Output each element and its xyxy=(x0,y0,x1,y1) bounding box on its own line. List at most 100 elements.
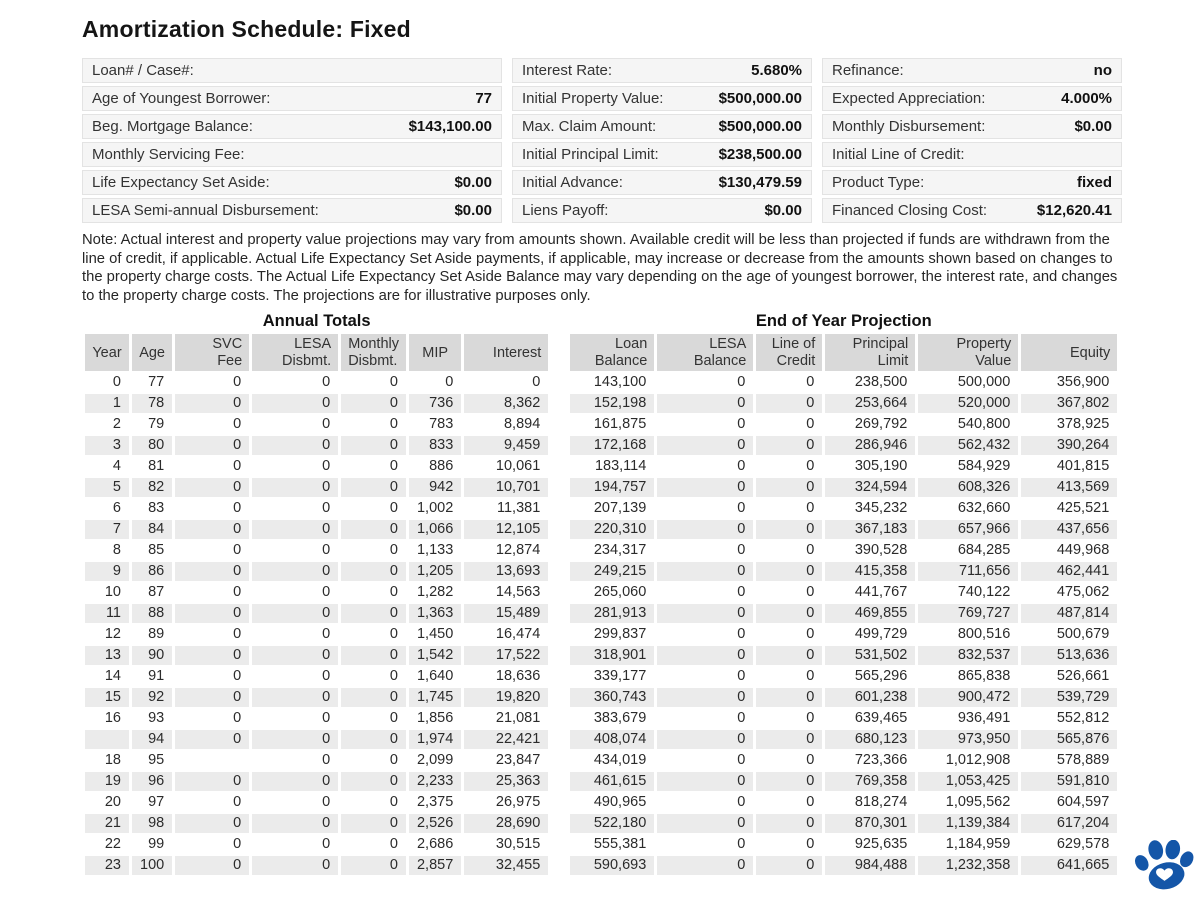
table-cell: 632,660 xyxy=(957,500,1011,517)
table-cell: 220,310 xyxy=(570,519,655,539)
column-gap xyxy=(551,856,567,875)
table-cell: 14,563 xyxy=(495,584,541,601)
table-cell: 90 xyxy=(132,645,173,665)
table-cell: 89 xyxy=(148,626,165,643)
table-cell: 19,820 xyxy=(464,687,549,707)
table-cell: 100 xyxy=(132,855,173,875)
table-cell: 0 xyxy=(657,813,754,833)
table-cell: 86 xyxy=(132,561,173,581)
table-cell: 0 xyxy=(233,542,242,559)
table-cell: 0 xyxy=(806,458,815,475)
table-cell: 0 xyxy=(532,374,541,391)
table-cell: 441,767 xyxy=(854,584,908,601)
table-cell: 383,679 xyxy=(593,710,647,727)
table-cell: 900,472 xyxy=(918,687,1019,707)
column-gap xyxy=(551,604,567,623)
table-cell: 0 xyxy=(737,374,746,391)
info-row: Beg. Mortgage Balance: $143,100.00 xyxy=(82,114,502,139)
column-gap xyxy=(551,667,567,686)
table-cell: 0 xyxy=(175,477,250,497)
table-cell: 0 xyxy=(233,710,242,727)
info-label: Initial Property Value: xyxy=(522,90,664,107)
table-cell: 11 xyxy=(85,603,129,623)
table-cell: 0 xyxy=(657,435,754,455)
table-cell: 0 xyxy=(322,584,331,601)
table-cell: 0 xyxy=(341,645,406,665)
table-cell: 30,515 xyxy=(495,836,541,853)
table-cell: 0 xyxy=(657,729,754,749)
info-value: no xyxy=(1093,62,1112,79)
table-cell: 2,375 xyxy=(416,794,454,811)
table-cell: 93 xyxy=(148,710,165,727)
table-cell: 2,857 xyxy=(408,855,462,875)
table-cell: 500,679 xyxy=(1056,626,1110,643)
table-cell: 783 xyxy=(429,416,454,433)
col-header: MIP xyxy=(408,334,462,371)
table-cell: 0 xyxy=(389,500,398,517)
table-cell: 84 xyxy=(132,519,173,539)
table-cell: 415,358 xyxy=(825,561,916,581)
table-cell: 500,000 xyxy=(957,374,1011,391)
info-value: $12,620.41 xyxy=(1036,202,1112,219)
table-cell: 0 xyxy=(175,687,250,707)
table-cell: 886 xyxy=(429,458,454,475)
table-cell: 0 xyxy=(252,729,339,749)
table-cell: 8 xyxy=(112,542,121,559)
table-cell: 0 xyxy=(737,584,746,601)
info-label: Monthly Disbursement: xyxy=(832,118,986,135)
table-cell: 0 xyxy=(341,393,406,413)
table-body: 0 77 0 0 0 0 0 143,100 0 0 238,500 500,000 356,900 1 7… xyxy=(85,373,1118,875)
column-gap xyxy=(551,709,567,728)
column-gap xyxy=(551,520,567,539)
table-cell: 1,232,358 xyxy=(918,855,1019,875)
table-cell: 0 xyxy=(756,855,823,875)
info-value: $143,100.00 xyxy=(408,118,492,135)
table-cell: 83 xyxy=(148,500,165,517)
table-cell: 684,285 xyxy=(957,542,1011,559)
table-cell: 449,968 xyxy=(1056,542,1110,559)
table-cell: 0 xyxy=(806,752,815,769)
table-cell: 2,099 xyxy=(416,752,454,769)
table-cell: 0 xyxy=(252,477,339,497)
table-cell: 526,661 xyxy=(1056,668,1110,685)
table-row: 5 82 0 0 0 942 10,701 194,757 0 0 324,594 608,326 41… xyxy=(85,477,1118,497)
table-cell: 0 xyxy=(806,626,815,643)
table-cell: 324,594 xyxy=(825,477,916,497)
table-row: 2 79 0 0 0 783 8,894 161,875 0 0 269,792 540,800 378… xyxy=(85,415,1117,434)
table-cell: 490,965 xyxy=(593,794,647,811)
table-cell: 0 xyxy=(389,584,398,601)
amortization-table: Annual Totals End of Year Projection Yea… xyxy=(82,310,1120,877)
info-box-left: Loan# / Case#: Age of Youngest Borrower: 7… xyxy=(82,58,502,223)
table-cell: 0 xyxy=(252,435,339,455)
table-cell: 318,901 xyxy=(570,645,655,665)
table-cell: 2,686 xyxy=(416,836,454,853)
table-cell: 936,491 xyxy=(957,710,1011,727)
table-cell: 0 xyxy=(175,645,250,665)
table-cell: 28,690 xyxy=(464,813,549,833)
table-cell: 0 xyxy=(233,668,242,685)
table-cell: 0 xyxy=(737,836,746,853)
info-value: $0.00 xyxy=(454,174,492,191)
table-cell: 601,238 xyxy=(825,687,916,707)
table-cell: 269,792 xyxy=(854,416,908,433)
table-row: 6 83 0 0 0 1,002 11,381 207,139 0 0 345,232 632,660… xyxy=(85,499,1117,518)
table-cell: 96 xyxy=(132,771,173,791)
table-cell: 1,542 xyxy=(408,645,462,665)
table-cell: 1,133 xyxy=(416,542,454,559)
table-row: 7 84 0 0 0 1,066 12,105 220,310 0 0 367,183 657,966… xyxy=(85,519,1118,539)
table-cell: 1,856 xyxy=(416,710,454,727)
info-row: Monthly Disbursement: $0.00 xyxy=(822,114,1122,139)
table-cell: 0 xyxy=(175,813,250,833)
table-cell: 0 xyxy=(322,668,331,685)
table-cell: 9,459 xyxy=(464,435,549,455)
table-cell: 0 xyxy=(233,794,242,811)
table-cell: 0 xyxy=(756,687,823,707)
table-cell: 378,925 xyxy=(1056,416,1110,433)
info-row: Initial Principal Limit: $238,500.00 xyxy=(512,142,812,167)
table-cell: 3 xyxy=(85,435,129,455)
table-cell: 0 xyxy=(175,393,250,413)
table-cell: 0 xyxy=(252,645,339,665)
table-cell: 367,802 xyxy=(1021,393,1118,413)
table-cell: 1,974 xyxy=(408,729,462,749)
table-cell: 513,636 xyxy=(1021,645,1118,665)
